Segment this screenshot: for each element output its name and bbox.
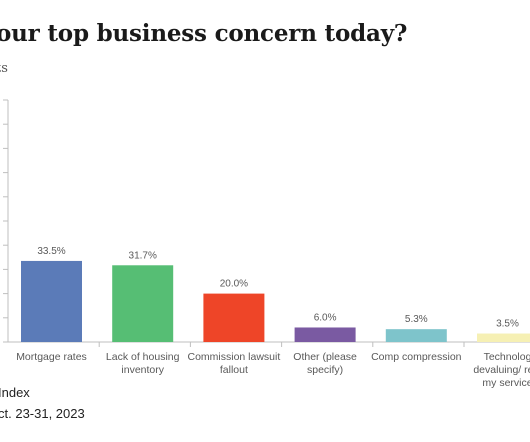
category-label: Lack of housing inventory (106, 351, 180, 376)
category-label: Other (please specify) (293, 351, 357, 376)
bar (21, 260, 82, 342)
bar (112, 265, 174, 342)
chart-title: our top business concern today? (0, 20, 408, 47)
survey-dates: ct. 23-31, 2023 (0, 406, 85, 421)
data-label: 5.3% (405, 314, 428, 325)
data-label: 6.0% (314, 312, 337, 323)
chart-subtitle: ts (0, 61, 8, 76)
bar (385, 329, 447, 342)
bar (294, 327, 356, 342)
data-label: 31.7% (129, 250, 157, 261)
data-label: 33.5% (37, 246, 65, 257)
category-label: Comp compression (371, 351, 462, 363)
source-text: Index (0, 385, 30, 400)
data-label: 3.5% (496, 319, 519, 330)
bar (203, 293, 265, 342)
data-label: 20.0% (220, 279, 248, 290)
category-label: Commission lawsuit fallout (188, 351, 281, 376)
bar (477, 333, 530, 342)
category-label: Mortgage rates (16, 351, 87, 363)
